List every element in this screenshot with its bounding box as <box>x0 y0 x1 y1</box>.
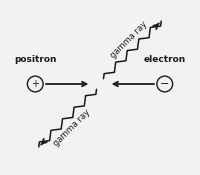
Text: gamma ray: gamma ray <box>51 108 92 148</box>
Text: positron: positron <box>14 55 57 64</box>
Text: electron: electron <box>144 55 186 64</box>
Text: gamma ray: gamma ray <box>108 20 149 60</box>
Text: −: − <box>160 79 169 89</box>
Text: +: + <box>31 79 39 89</box>
